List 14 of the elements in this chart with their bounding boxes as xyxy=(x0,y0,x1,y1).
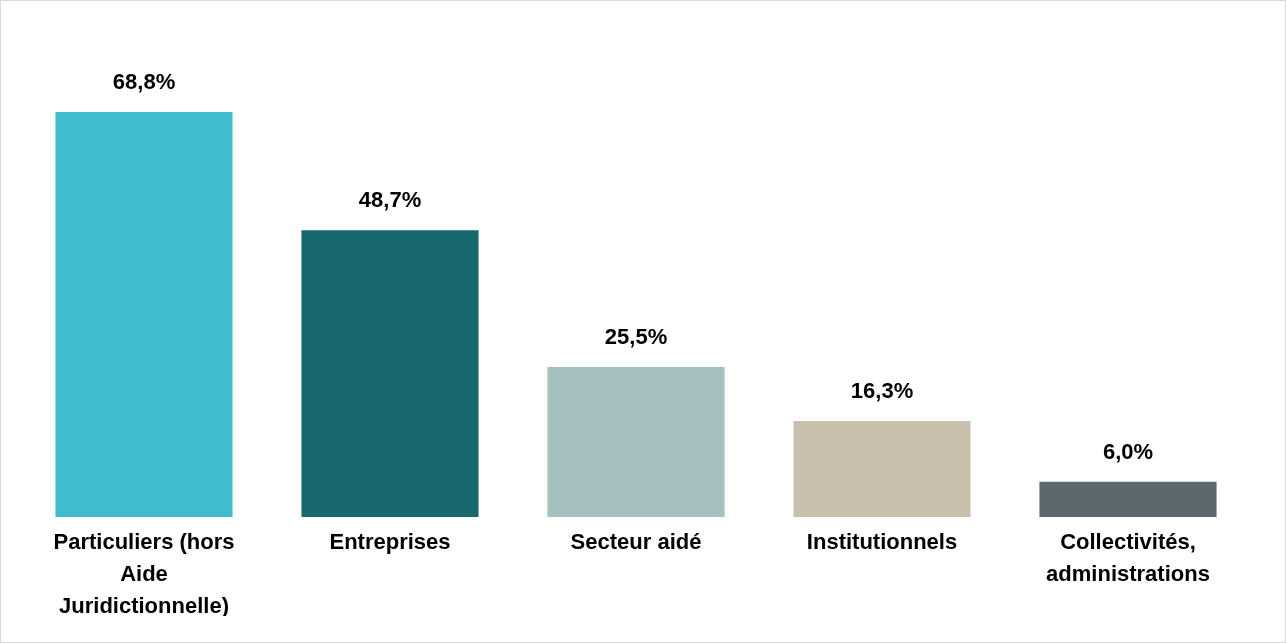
data-label: 25,5% xyxy=(604,323,668,349)
x-tick-label: Secteur aidé xyxy=(570,528,702,554)
bar xyxy=(301,230,479,517)
bar xyxy=(1039,481,1217,517)
x-tick-label: Entreprises xyxy=(329,528,451,554)
bar xyxy=(793,421,971,517)
data-label: 68,8% xyxy=(112,69,176,94)
bar xyxy=(547,366,725,517)
data-label: 6,0% xyxy=(1102,438,1154,464)
x-tick-label: Collectivités, administrations xyxy=(1046,528,1210,586)
bar xyxy=(55,112,233,517)
data-label: 48,7% xyxy=(358,187,422,213)
x-tick-label: Institutionnels xyxy=(806,528,958,554)
data-label: 16,3% xyxy=(850,378,914,404)
